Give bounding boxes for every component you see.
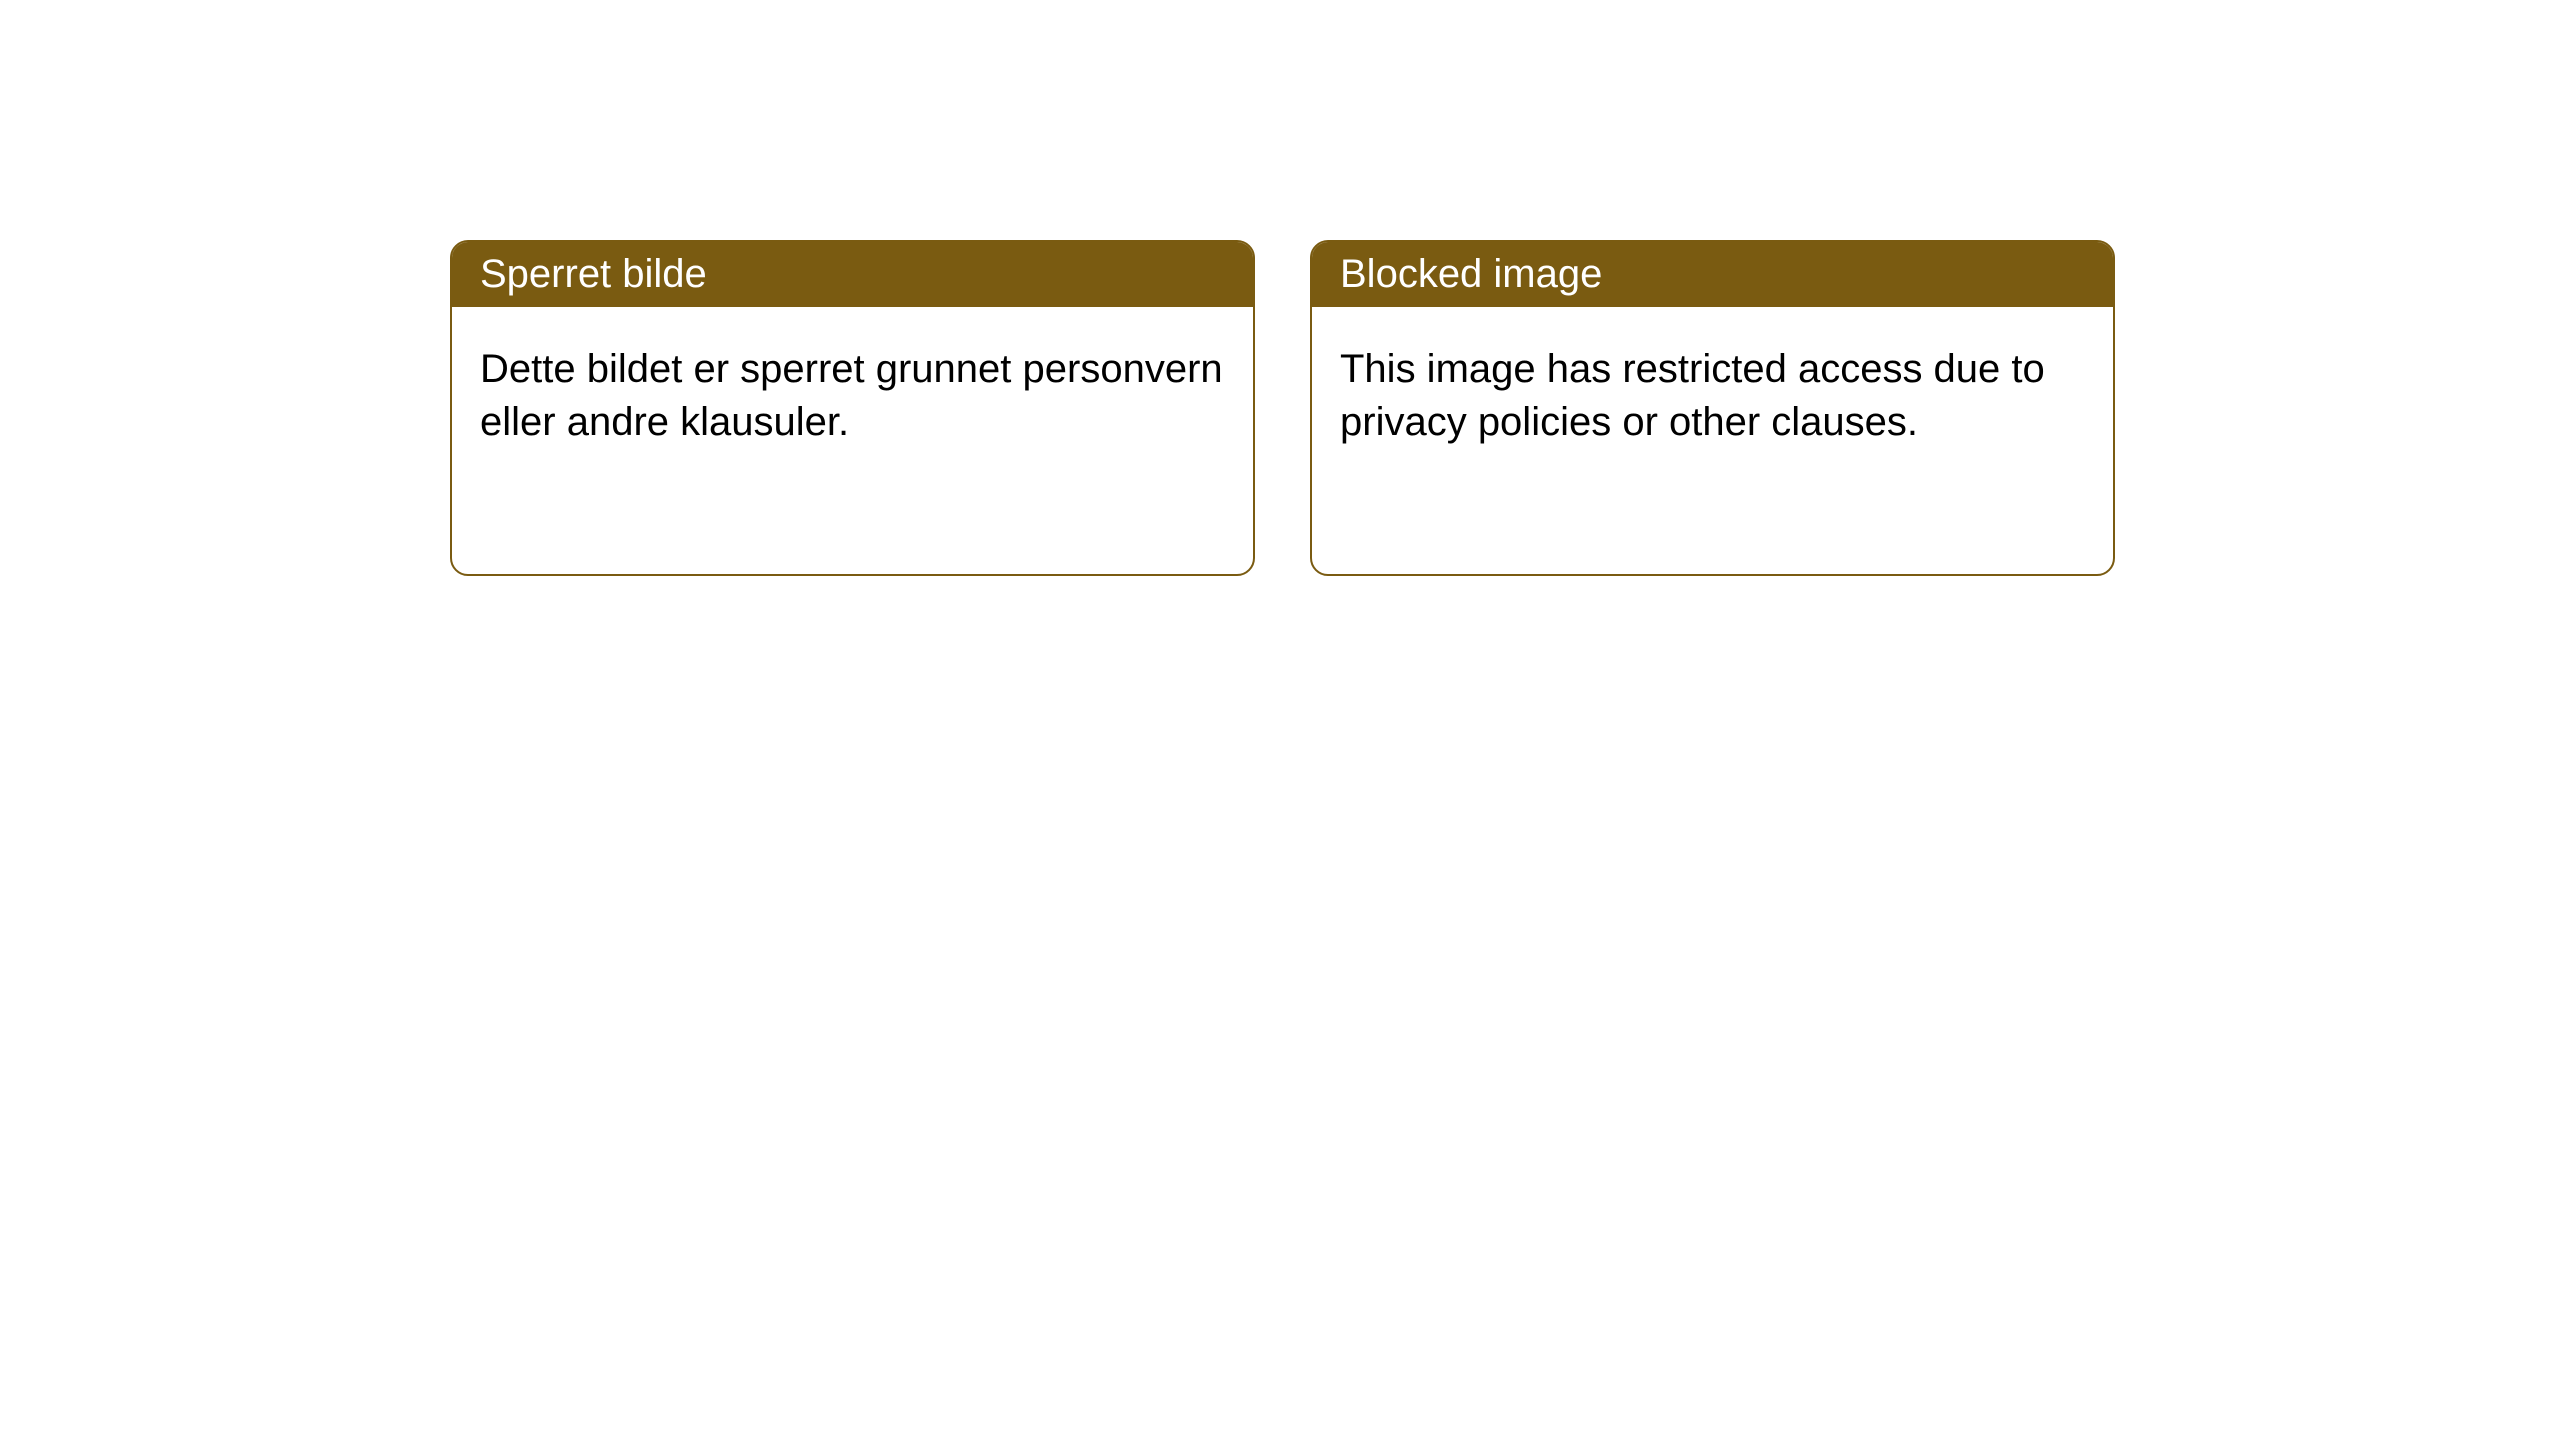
notice-body: Dette bildet er sperret grunnet personve… [452,307,1253,485]
notice-card-english: Blocked image This image has restricted … [1310,240,2115,576]
notice-text: This image has restricted access due to … [1340,347,2045,444]
notice-header: Blocked image [1312,242,2113,307]
notices-container: Sperret bilde Dette bildet er sperret gr… [0,0,2560,576]
notice-text: Dette bildet er sperret grunnet personve… [480,347,1223,444]
notice-card-norwegian: Sperret bilde Dette bildet er sperret gr… [450,240,1255,576]
notice-header: Sperret bilde [452,242,1253,307]
notice-title: Sperret bilde [480,252,707,296]
notice-body: This image has restricted access due to … [1312,307,2113,485]
notice-title: Blocked image [1340,252,1602,296]
